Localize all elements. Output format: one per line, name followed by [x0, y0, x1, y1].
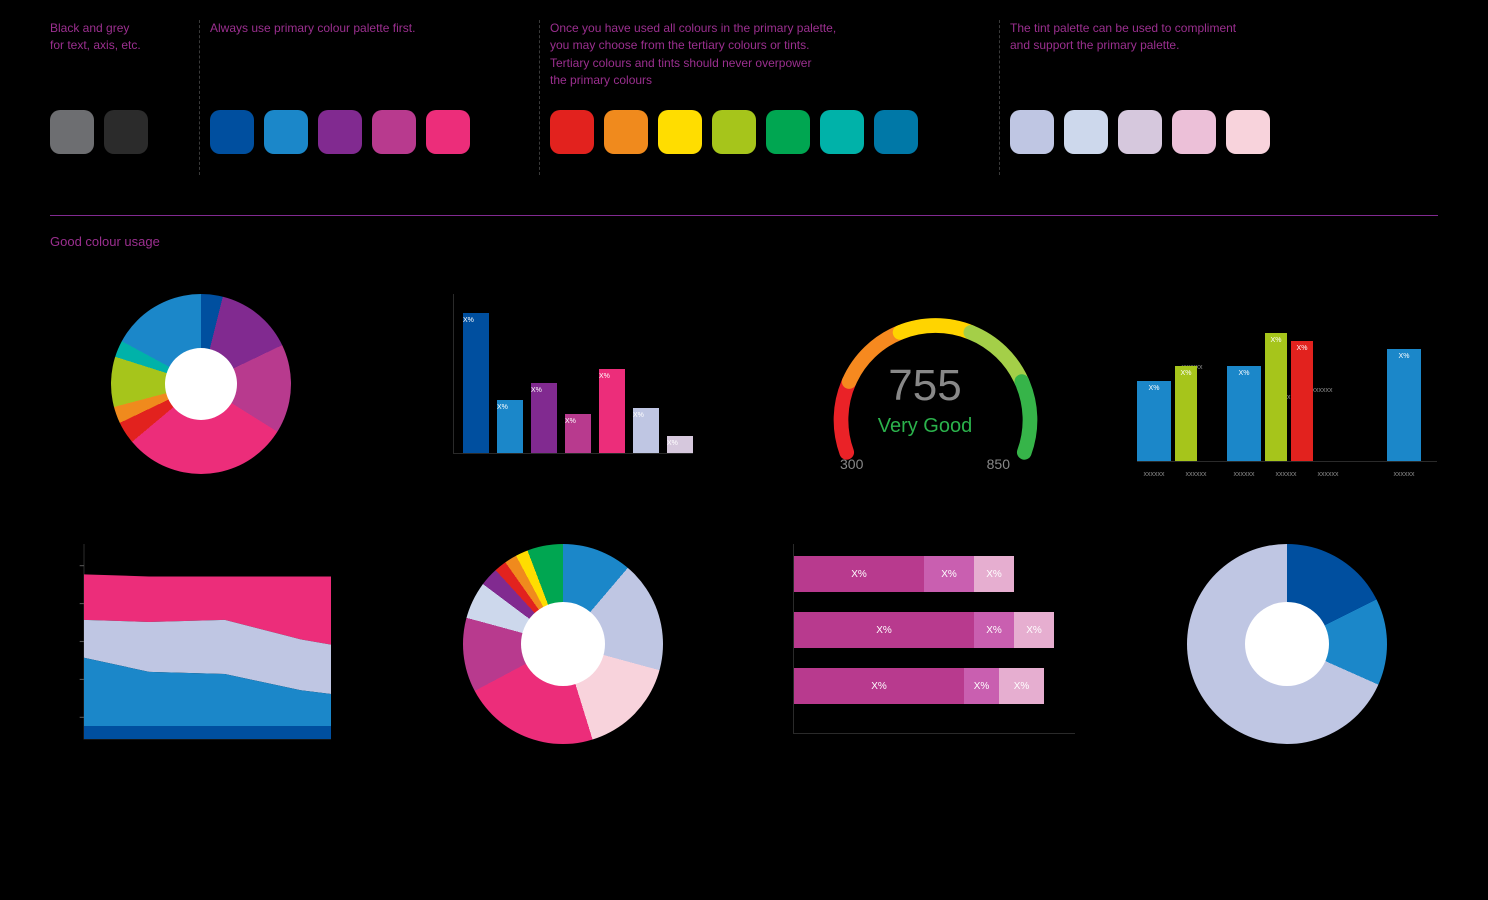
- x-label: xxxxxx: [1311, 471, 1345, 478]
- grouped-bar: X%: [1137, 381, 1171, 461]
- color-swatch: [1064, 110, 1108, 154]
- gauge-arc: [820, 294, 1051, 504]
- gauge-max: 850: [987, 456, 1010, 472]
- color-swatch: [104, 110, 148, 154]
- color-swatch: [318, 110, 362, 154]
- grouped-bar: X%: [1291, 341, 1313, 461]
- palette-tint-desc: The tint palette can be used to complime…: [1010, 20, 1370, 110]
- stacked-segment: X%: [964, 668, 999, 704]
- color-swatch: [50, 110, 94, 154]
- stacked-horizontal-bar-chart: X%X%X%X%X%X%X%X%X%: [774, 529, 1076, 759]
- palette-primary-desc: Always use primary colour palette first.: [210, 20, 530, 110]
- grouped-bar: X%: [1175, 366, 1197, 461]
- color-swatch: [210, 110, 254, 154]
- section-divider: [50, 215, 1438, 216]
- palette-row: Black and greyfor text, axis, etc. Alway…: [50, 20, 1438, 185]
- chart-grid: X%X%X%X%X%X%X% 755 Very Good 300 850 xxx…: [50, 269, 1438, 759]
- x-label: xxxxxx: [1137, 471, 1171, 478]
- grouped-bar: X%: [1265, 333, 1287, 461]
- stacked-segment: X%: [999, 668, 1044, 704]
- bar: X%: [633, 408, 659, 453]
- area-chart: [50, 529, 352, 759]
- color-swatch: [1010, 110, 1054, 154]
- palette-bw: Black and greyfor text, axis, etc.: [50, 20, 210, 185]
- x-label: xxxxxx: [1269, 471, 1303, 478]
- palette-tertiary-desc: Once you have used all colours in the pr…: [550, 20, 990, 110]
- bar: X%: [497, 400, 523, 453]
- color-swatch: [658, 110, 702, 154]
- bar: X%: [667, 436, 693, 453]
- palette-primary: Always use primary colour palette first.: [210, 20, 550, 185]
- color-swatch: [712, 110, 756, 154]
- stacked-segment: X%: [924, 556, 974, 592]
- swatches-primary: [210, 110, 530, 154]
- swatches-tint: [1010, 110, 1370, 154]
- color-swatch: [550, 110, 594, 154]
- color-swatch: [1172, 110, 1216, 154]
- stacked-segment: X%: [794, 556, 924, 592]
- swatches-tertiary: [550, 110, 990, 154]
- section-title: Good colour usage: [50, 234, 1438, 249]
- color-swatch: [372, 110, 416, 154]
- stacked-row: X%X%X%: [794, 612, 1054, 648]
- gauge-chart: 755 Very Good 300 850: [774, 269, 1076, 499]
- color-swatch: [426, 110, 470, 154]
- color-swatch: [820, 110, 864, 154]
- stacked-segment: X%: [974, 612, 1014, 648]
- stacked-segment: X%: [794, 612, 974, 648]
- x-label: xxxxxx: [1227, 471, 1261, 478]
- bar: X%: [599, 369, 625, 453]
- palette-tertiary: Once you have used all colours in the pr…: [550, 20, 1010, 185]
- color-swatch: [766, 110, 810, 154]
- bar-chart-1: X%X%X%X%X%X%X%: [412, 269, 714, 499]
- swatches-bw: [50, 110, 190, 154]
- stacked-row: X%X%X%: [794, 668, 1044, 704]
- stacked-segment: X%: [794, 668, 964, 704]
- grouped-bar: X%: [1387, 349, 1421, 461]
- color-swatch: [264, 110, 308, 154]
- palette-tint: The tint palette can be used to complime…: [1010, 20, 1390, 185]
- color-swatch: [1226, 110, 1270, 154]
- stacked-row: X%X%X%: [794, 556, 1014, 592]
- bar: X%: [463, 313, 489, 453]
- bar: X%: [531, 383, 557, 453]
- donut-chart-1: [50, 269, 352, 499]
- donut-chart-2: [412, 529, 714, 759]
- gauge-min: 300: [840, 456, 863, 472]
- palette-bw-desc: Black and greyfor text, axis, etc.: [50, 20, 190, 110]
- color-swatch: [1118, 110, 1162, 154]
- stacked-segment: X%: [1014, 612, 1054, 648]
- x-label: xxxxxx: [1387, 471, 1421, 478]
- donut-chart-3: [1136, 529, 1438, 759]
- grouped-bar: X%: [1227, 366, 1261, 461]
- grouped-bar-chart: xxxxxxxxxxxxxxxxxxxxxxxxxxxxxxxxxxxxxxxx…: [1136, 269, 1438, 499]
- stacked-segment: X%: [974, 556, 1014, 592]
- color-swatch: [604, 110, 648, 154]
- x-label: xxxxxx: [1179, 471, 1213, 478]
- color-swatch: [874, 110, 918, 154]
- bar: X%: [565, 414, 591, 453]
